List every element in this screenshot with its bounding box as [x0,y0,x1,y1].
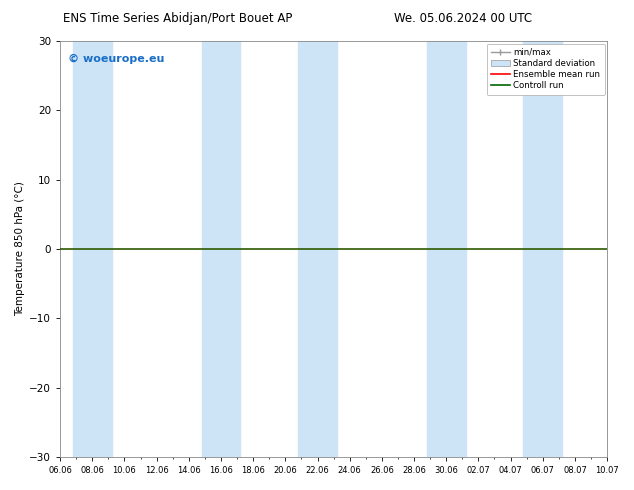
Bar [524,41,562,457]
Text: © woeurope.eu: © woeurope.eu [68,53,165,64]
Bar [202,41,240,457]
Text: ENS Time Series Abidjan/Port Bouet AP: ENS Time Series Abidjan/Port Bouet AP [63,12,292,25]
Bar [73,41,112,457]
Text: We. 05.06.2024 00 UTC: We. 05.06.2024 00 UTC [394,12,532,25]
Y-axis label: Temperature 850 hPa (°C): Temperature 850 hPa (°C) [15,182,25,317]
Bar [298,41,337,457]
Bar [427,41,465,457]
Legend: min/max, Standard deviation, Ensemble mean run, Controll run: min/max, Standard deviation, Ensemble me… [486,44,605,95]
